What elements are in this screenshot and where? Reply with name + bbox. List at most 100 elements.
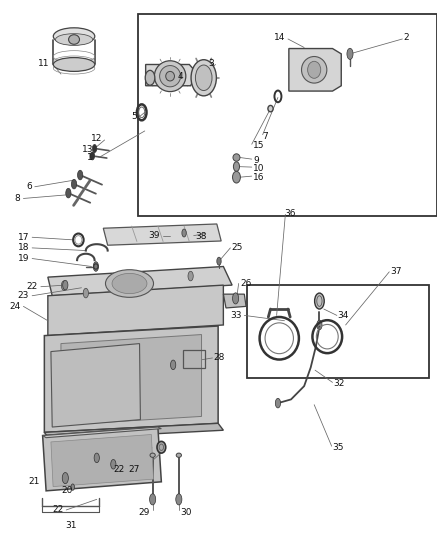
Ellipse shape bbox=[78, 170, 83, 180]
Ellipse shape bbox=[170, 360, 176, 369]
Polygon shape bbox=[44, 423, 223, 439]
Text: 27: 27 bbox=[128, 465, 140, 474]
Ellipse shape bbox=[176, 494, 182, 505]
Text: 6: 6 bbox=[26, 182, 32, 191]
Ellipse shape bbox=[233, 171, 240, 183]
Text: 32: 32 bbox=[333, 379, 345, 388]
Text: 4: 4 bbox=[177, 71, 183, 80]
Text: 22: 22 bbox=[53, 505, 64, 514]
Text: 37: 37 bbox=[390, 268, 402, 276]
Text: 7: 7 bbox=[262, 132, 268, 141]
Text: 10: 10 bbox=[253, 164, 265, 173]
Text: 33: 33 bbox=[230, 311, 242, 320]
Ellipse shape bbox=[195, 65, 212, 91]
Text: 31: 31 bbox=[65, 521, 76, 530]
Text: 11: 11 bbox=[38, 59, 49, 68]
Text: 21: 21 bbox=[28, 478, 40, 486]
Polygon shape bbox=[223, 294, 246, 308]
Ellipse shape bbox=[347, 49, 353, 60]
Ellipse shape bbox=[233, 154, 240, 161]
Ellipse shape bbox=[157, 441, 166, 453]
Ellipse shape bbox=[268, 106, 273, 112]
Polygon shape bbox=[42, 427, 161, 438]
Ellipse shape bbox=[166, 71, 174, 81]
Text: 30: 30 bbox=[180, 507, 192, 516]
Ellipse shape bbox=[314, 293, 324, 309]
Ellipse shape bbox=[93, 262, 99, 271]
Polygon shape bbox=[51, 434, 153, 487]
Bar bbox=[183, 351, 205, 368]
Text: 5: 5 bbox=[131, 112, 137, 121]
Text: 23: 23 bbox=[18, 291, 29, 300]
Text: 35: 35 bbox=[332, 443, 344, 452]
Ellipse shape bbox=[191, 60, 216, 96]
Ellipse shape bbox=[276, 398, 281, 408]
Text: 9: 9 bbox=[253, 156, 259, 165]
Ellipse shape bbox=[92, 144, 97, 152]
Polygon shape bbox=[61, 335, 201, 425]
Text: 38: 38 bbox=[195, 232, 206, 241]
Ellipse shape bbox=[62, 472, 68, 483]
Text: 3: 3 bbox=[208, 59, 214, 68]
Text: 26: 26 bbox=[240, 279, 251, 288]
Ellipse shape bbox=[63, 280, 68, 290]
Text: 25: 25 bbox=[231, 244, 243, 253]
Text: 2: 2 bbox=[403, 34, 409, 43]
Ellipse shape bbox=[106, 270, 153, 297]
Text: 36: 36 bbox=[285, 209, 296, 218]
Polygon shape bbox=[42, 427, 161, 491]
Ellipse shape bbox=[217, 257, 221, 265]
Text: 17: 17 bbox=[18, 233, 29, 242]
Ellipse shape bbox=[71, 484, 74, 490]
Ellipse shape bbox=[188, 271, 193, 281]
Text: 12: 12 bbox=[91, 134, 102, 143]
Ellipse shape bbox=[111, 459, 116, 469]
Ellipse shape bbox=[83, 288, 88, 298]
Ellipse shape bbox=[94, 453, 99, 463]
Polygon shape bbox=[48, 266, 232, 296]
Text: 20: 20 bbox=[61, 486, 72, 495]
Ellipse shape bbox=[233, 293, 239, 304]
Text: 29: 29 bbox=[139, 507, 150, 516]
Ellipse shape bbox=[150, 453, 155, 457]
Ellipse shape bbox=[176, 453, 181, 457]
Polygon shape bbox=[48, 285, 223, 336]
Polygon shape bbox=[44, 326, 218, 432]
Ellipse shape bbox=[56, 34, 92, 45]
Polygon shape bbox=[146, 64, 195, 86]
Text: 22: 22 bbox=[113, 465, 124, 474]
Text: 19: 19 bbox=[18, 254, 29, 263]
Polygon shape bbox=[289, 49, 341, 91]
Ellipse shape bbox=[301, 56, 327, 83]
Ellipse shape bbox=[150, 494, 155, 505]
Ellipse shape bbox=[159, 66, 180, 87]
Text: 24: 24 bbox=[9, 302, 20, 311]
Text: 34: 34 bbox=[338, 311, 349, 320]
Ellipse shape bbox=[53, 58, 95, 71]
Text: 22: 22 bbox=[27, 282, 38, 291]
Ellipse shape bbox=[182, 229, 186, 237]
Ellipse shape bbox=[71, 179, 77, 189]
Text: 1: 1 bbox=[87, 153, 92, 162]
Polygon shape bbox=[51, 344, 141, 427]
Bar bbox=[138, 14, 437, 216]
Text: 39: 39 bbox=[148, 231, 160, 240]
Text: 13: 13 bbox=[82, 145, 93, 154]
Ellipse shape bbox=[61, 281, 67, 290]
Ellipse shape bbox=[307, 61, 321, 78]
Polygon shape bbox=[103, 224, 221, 245]
Ellipse shape bbox=[317, 320, 322, 330]
Text: 18: 18 bbox=[18, 244, 29, 253]
Ellipse shape bbox=[66, 188, 71, 198]
Text: 15: 15 bbox=[253, 141, 265, 150]
Ellipse shape bbox=[112, 273, 147, 294]
Text: 16: 16 bbox=[253, 173, 265, 182]
Ellipse shape bbox=[233, 162, 240, 171]
Ellipse shape bbox=[90, 152, 95, 160]
Bar bbox=[247, 285, 428, 378]
Text: 8: 8 bbox=[14, 194, 20, 203]
Text: 14: 14 bbox=[274, 34, 286, 43]
Ellipse shape bbox=[69, 35, 80, 44]
Ellipse shape bbox=[145, 70, 155, 85]
Ellipse shape bbox=[53, 28, 95, 45]
